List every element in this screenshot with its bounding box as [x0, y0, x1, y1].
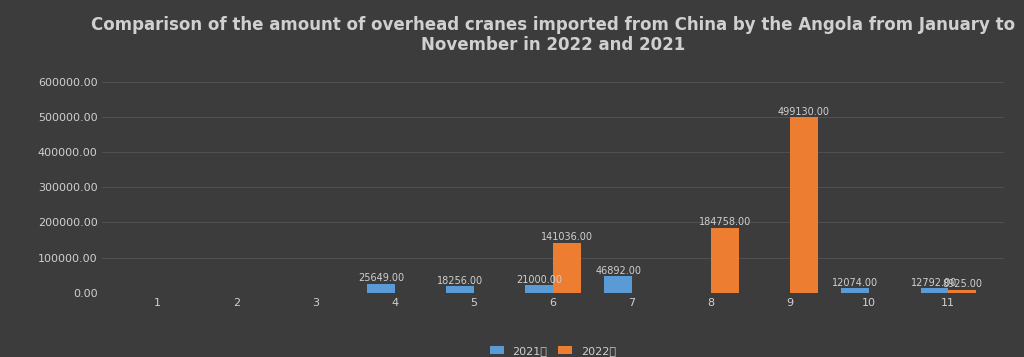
Text: 499130.00: 499130.00 — [778, 107, 829, 117]
Bar — [446, 286, 474, 293]
Text: 141036.00: 141036.00 — [541, 232, 593, 242]
Bar — [921, 288, 948, 293]
Bar — [604, 276, 632, 293]
Text: 12792.00: 12792.00 — [911, 277, 957, 287]
Text: 25649.00: 25649.00 — [358, 273, 404, 283]
Bar — [711, 228, 738, 293]
Bar — [948, 290, 976, 293]
Legend: 2021年, 2022年: 2021年, 2022年 — [485, 341, 621, 357]
Text: 21000.00: 21000.00 — [516, 275, 562, 285]
Text: 46892.00: 46892.00 — [595, 266, 641, 276]
Text: 12074.00: 12074.00 — [833, 278, 879, 288]
Text: 8925.00: 8925.00 — [942, 279, 982, 289]
Bar — [368, 284, 395, 293]
Bar — [791, 117, 818, 293]
Bar — [842, 288, 869, 293]
Bar — [553, 243, 581, 293]
Text: 184758.00: 184758.00 — [698, 217, 751, 227]
Bar — [525, 285, 553, 293]
Text: 18256.00: 18256.00 — [437, 276, 483, 286]
Title: Comparison of the amount of overhead cranes imported from China by the Angola fr: Comparison of the amount of overhead cra… — [91, 16, 1015, 54]
